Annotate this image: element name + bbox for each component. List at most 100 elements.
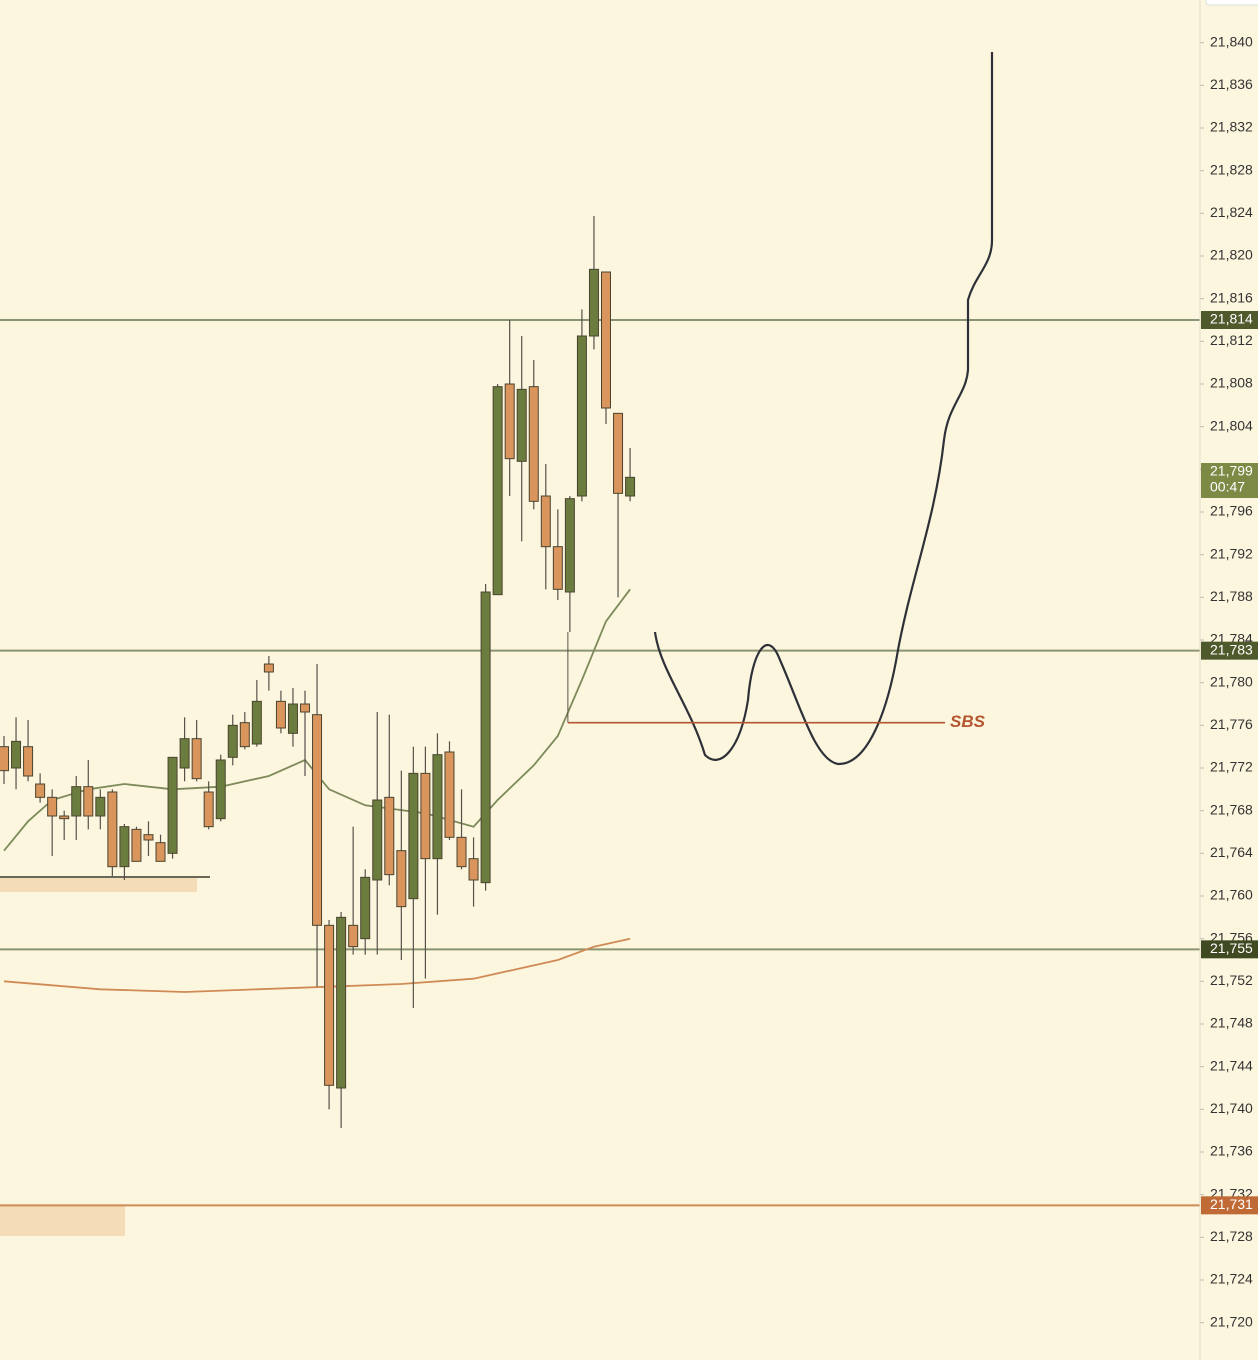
level-label: 21,783	[1210, 641, 1253, 657]
demand-zone	[0, 1206, 125, 1236]
candle-body	[95, 796, 106, 817]
candle-body	[360, 876, 371, 940]
y-tick-label: 21,768	[1210, 801, 1253, 817]
y-tick-label: 21,748	[1210, 1015, 1253, 1031]
y-tick-label: 21,796	[1210, 503, 1253, 519]
candle-body	[179, 738, 190, 769]
corner-box	[1205, 0, 1258, 6]
candle-body	[432, 754, 443, 860]
candle-body	[131, 828, 142, 862]
candle-body	[396, 850, 407, 908]
candle-body	[83, 786, 94, 817]
y-tick-label: 21,736	[1210, 1143, 1253, 1159]
candle-body	[384, 796, 395, 876]
candle-body	[167, 756, 178, 854]
candle-body	[11, 740, 22, 769]
candle-body	[625, 476, 636, 497]
level-label: 21,731	[1210, 1196, 1253, 1212]
y-tick-label: 21,808	[1210, 375, 1253, 391]
y-tick-label: 21,740	[1210, 1100, 1253, 1116]
candle-body	[588, 268, 599, 337]
candle-body	[191, 738, 202, 780]
annotations: SBS	[567, 632, 986, 731]
y-tick-label: 21,824	[1210, 204, 1253, 220]
y-tick-label: 21,792	[1210, 545, 1253, 561]
level-badge	[1201, 1196, 1258, 1215]
candle-body	[312, 714, 323, 926]
current-price-badge	[1201, 463, 1258, 498]
candle-body	[504, 383, 515, 460]
candle-body	[372, 799, 383, 881]
axis-panel	[1200, 0, 1258, 1360]
candle-body	[107, 791, 118, 868]
countdown-label: 00:47	[1210, 479, 1245, 495]
y-tick-label: 21,780	[1210, 673, 1253, 689]
level-badge	[1201, 940, 1258, 959]
freehand-path	[653, 52, 994, 766]
y-tick-label: 21,760	[1210, 887, 1253, 903]
level-label: 21,755	[1210, 940, 1253, 956]
candle-body	[444, 751, 455, 838]
y-tick-label: 21,804	[1210, 417, 1253, 433]
candle-body	[263, 663, 274, 673]
candle-body	[119, 826, 130, 868]
y-tick-label: 21,764	[1210, 844, 1253, 860]
candle-body	[287, 703, 298, 734]
y-tick-label: 21,724	[1210, 1271, 1253, 1287]
candle-body	[564, 498, 575, 593]
candle-body	[540, 495, 551, 548]
candle-body	[456, 836, 467, 868]
y-tick-label: 21,776	[1210, 716, 1253, 732]
candle-body	[336, 916, 347, 1089]
level-badge	[1201, 641, 1258, 660]
y-tick-label: 21,788	[1210, 588, 1253, 604]
demand-zone	[0, 878, 197, 892]
candle-body	[0, 746, 9, 772]
y-tick-label: 21,752	[1210, 972, 1253, 988]
candle-body	[155, 842, 166, 862]
y-tick-label: 21,812	[1210, 332, 1253, 348]
y-tick-label: 21,744	[1210, 1057, 1253, 1073]
y-tick-label: 21,836	[1210, 76, 1253, 92]
y-tick-label: 21,820	[1210, 247, 1253, 263]
candle-body	[59, 815, 70, 820]
candle-body	[552, 546, 563, 590]
candle-body	[601, 271, 611, 409]
candle-body	[23, 746, 34, 777]
annotation-label: SBS	[950, 712, 986, 731]
candle-body	[408, 772, 419, 900]
candle-body	[300, 703, 310, 713]
candle-body	[239, 722, 250, 748]
candle-body	[613, 412, 624, 494]
candle-body	[47, 796, 58, 817]
candles	[0, 216, 636, 1128]
candle-body	[420, 772, 431, 860]
level-badge	[1201, 311, 1258, 329]
y-tick-label: 21,772	[1210, 759, 1253, 775]
candle-body	[348, 924, 359, 948]
candle-body	[143, 834, 154, 841]
y-tick-label: 21,728	[1210, 1228, 1253, 1244]
candle-body	[468, 858, 479, 881]
candle-body	[492, 386, 503, 596]
y-tick-label: 21,816	[1210, 289, 1253, 305]
candle-body	[227, 724, 238, 758]
candle-body	[251, 700, 262, 745]
candle-body	[528, 386, 539, 502]
current-price-label: 21,799	[1210, 463, 1253, 479]
y-tick-label: 21,832	[1210, 119, 1253, 135]
candle-body	[576, 335, 587, 497]
candle-body	[215, 759, 226, 820]
candle-body	[203, 791, 214, 828]
y-tick-label: 21,720	[1210, 1313, 1253, 1329]
levels	[0, 319, 1200, 1207]
candle-body	[324, 924, 335, 1086]
candle-body	[71, 786, 82, 817]
moving-average	[3, 937, 631, 993]
candle-body	[35, 783, 46, 798]
level-label: 21,814	[1210, 311, 1253, 327]
candle-body	[516, 388, 527, 462]
